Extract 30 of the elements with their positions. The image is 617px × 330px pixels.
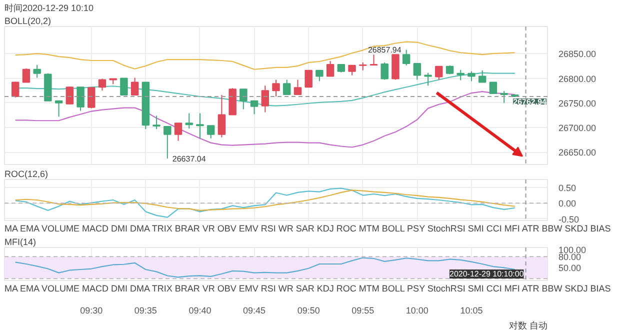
chart-title: ROC(12,6) [4, 169, 48, 179]
annotation: 26637.04 [172, 154, 206, 164]
text: MA EMA VOLUME MACD DMI DMA TRIX BRAR VR OBV EMV RSI WR SAR KDJ ROC MTM BOLL PSY StochRSI SMI CCI MFI ATR BBW SKDJ BIAS [4, 284, 611, 294]
chart-subtitle: BOLL(20,2) [4, 16, 52, 26]
y-tick-label: 26700.00 [558, 123, 596, 134]
y-tick-label: 26800.00 [558, 74, 596, 84]
x-tick-label: 09:50 [297, 306, 320, 316]
annotation: 26857.94 [368, 46, 402, 55]
x-tick-label: 09:45 [243, 306, 266, 316]
chart-title: MFI(14) [4, 237, 36, 247]
ref-line-label: 2020-12-29 10:10:00 [449, 270, 524, 278]
text: 对数 自动 [509, 320, 548, 330]
ref-line-label: 26762.94 [513, 98, 548, 107]
y-tick-label: 26750.00 [558, 98, 596, 108]
y-tick-label: 80.00 [558, 252, 582, 262]
y-tick-label: 26650.00 [558, 148, 596, 158]
x-tick-label: 10:05 [460, 306, 483, 316]
y-tick-label: 50.00 [558, 263, 582, 274]
x-tick-label: 09:55 [352, 306, 374, 316]
y-tick-label: 100.00 [558, 244, 586, 255]
x-tick-label: 09:40 [188, 306, 212, 316]
text: MA EMA VOLUME MACD DMI DMA TRIX BRAR VR OBV EMV RSI WR SAR KDJ ROC MTM BOLL PSY StochRSI SMI CCI MFI ATR BBW SKDJ BIAS [4, 224, 611, 234]
x-tick-label: 10:00 [406, 306, 428, 316]
x-tick-label: 09:30 [80, 306, 103, 316]
y-tick-label: -0.50 [558, 214, 580, 224]
y-tick-label: 0.50 [558, 182, 576, 193]
y-tick-label: 26850.00 [558, 49, 596, 60]
y-tick-label: 0.00 [558, 198, 576, 209]
x-tick-label: 09:35 [134, 306, 157, 316]
chart-title: 时间2020-12-29 10:10 [4, 3, 94, 13]
